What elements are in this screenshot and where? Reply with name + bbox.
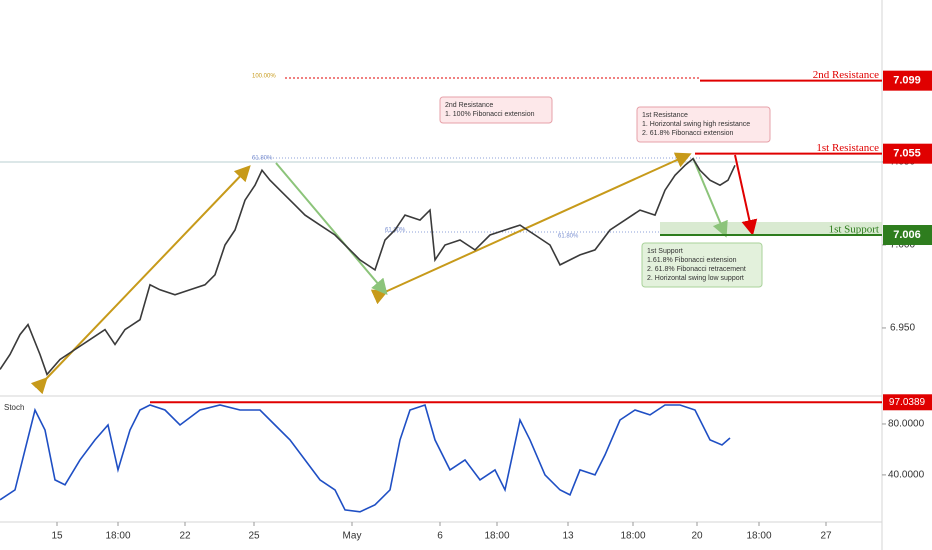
y-tick-label: 6.950	[890, 323, 915, 334]
x-tick-label: 15	[51, 531, 63, 542]
annotation-text: 1.61.8% Fibonacci extension	[647, 257, 737, 264]
fib-label: 100.00%	[252, 74, 276, 80]
level-badge-label: 7.055	[893, 148, 921, 160]
red-arrow	[734, 154, 758, 236]
y-tick-label: 80.0000	[888, 419, 925, 430]
annotation-text: 2. 61.8% Fibonacci retracement	[647, 266, 746, 273]
gold-arrow	[30, 165, 251, 395]
x-tick-label: 18:00	[105, 531, 130, 542]
annotation-text: 2nd Resistance	[445, 102, 493, 109]
x-tick-label: 27	[820, 531, 832, 542]
annotation-text: 2. Horizontal swing low support	[647, 275, 744, 282]
x-tick-label: 6	[437, 531, 443, 542]
level-name: 1st Support	[829, 224, 879, 236]
x-tick-label: 18:00	[484, 531, 509, 542]
gold-arrow	[370, 152, 692, 305]
x-tick-label: 25	[248, 531, 260, 542]
x-tick-label: 22	[179, 531, 191, 542]
level-badge	[883, 70, 932, 91]
green-arrow	[275, 162, 388, 296]
green-arrow	[692, 157, 728, 238]
x-tick-label: 13	[562, 531, 574, 542]
series-line	[0, 157, 736, 376]
level-name: 1st Resistance	[816, 142, 879, 154]
annotation-text: 1st Support	[647, 248, 683, 255]
x-tick-label: May	[343, 531, 362, 542]
level-badge-label: 7.006	[893, 229, 921, 241]
annotation-text: 2. 61.8% Fibonacci extension	[642, 130, 734, 137]
annotation-text: 1st Resistance	[642, 112, 688, 119]
indicator-title: Stoch	[4, 403, 24, 412]
annotation-box	[636, 106, 771, 143]
level-badge-label: 7.099	[893, 75, 921, 87]
y-tick-label: 40.0000	[888, 470, 925, 481]
level-badge	[883, 143, 932, 164]
x-tick-label: 18:00	[620, 531, 645, 542]
fib-label: 61.80%	[252, 156, 273, 162]
arrows	[30, 152, 758, 395]
level-name: 2nd Resistance	[813, 69, 879, 81]
series-line	[0, 403, 731, 513]
x-tick-label: 20	[691, 531, 703, 542]
level-badge	[883, 225, 932, 246]
y-tick-label: 7.000	[890, 240, 915, 251]
level-badge-label: 97.0389	[889, 397, 926, 408]
x-tick-label: 18:00	[746, 531, 771, 542]
annotation-box	[641, 242, 763, 288]
level-badge	[883, 394, 932, 411]
annotation-text: 1. Horizontal swing high resistance	[642, 121, 750, 128]
fib-label: 61.80%	[558, 234, 579, 240]
annotation-box	[439, 96, 553, 124]
annotation-text: 1. 100% Fibonacci extension	[445, 111, 535, 118]
